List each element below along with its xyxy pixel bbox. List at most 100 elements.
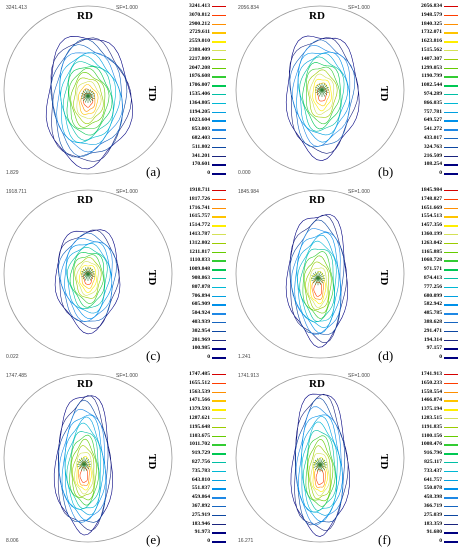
contour-line bbox=[294, 397, 346, 526]
legend-value: 1748.827 bbox=[421, 195, 442, 202]
legend-value: 1457.356 bbox=[421, 222, 442, 229]
legend-value: 1263.042 bbox=[421, 239, 442, 246]
td-axis-label: TD bbox=[378, 454, 390, 470]
legend-row: 1651.669 bbox=[410, 204, 458, 213]
legend-swatch bbox=[212, 514, 226, 517]
legend-value: 551.837 bbox=[191, 485, 210, 492]
contour-line bbox=[311, 276, 324, 300]
legend-swatch bbox=[444, 138, 458, 140]
panel-label: (d) bbox=[378, 348, 394, 363]
legend-row: 2217.809 bbox=[178, 55, 226, 64]
legend-value: 1407.307 bbox=[421, 55, 442, 62]
legend-swatch bbox=[444, 6, 458, 8]
min-intensity-text: 0.022 bbox=[6, 354, 19, 360]
legend-swatch bbox=[212, 304, 226, 306]
min-intensity-text: 0.000 bbox=[238, 170, 251, 176]
legend-value: 1360.199 bbox=[421, 231, 442, 237]
contour-line bbox=[307, 69, 338, 118]
contour-line bbox=[69, 251, 105, 308]
legend-value: 1563.539 bbox=[189, 388, 210, 395]
legend-row: 504.924 bbox=[178, 309, 226, 318]
legend-row: 1748.827 bbox=[410, 195, 458, 204]
legend-row: 2729.611 bbox=[178, 28, 226, 37]
legend-value: 0 bbox=[439, 170, 442, 177]
contour-line bbox=[60, 237, 113, 322]
legend-row: 1263.042 bbox=[410, 239, 458, 248]
rd-axis-label: RD bbox=[309, 378, 325, 390]
legend-row: 908.863 bbox=[178, 274, 226, 283]
legend-value: 680.099 bbox=[423, 292, 442, 299]
legend-swatch bbox=[444, 339, 458, 341]
legend-swatch bbox=[212, 462, 226, 464]
contour-line bbox=[52, 44, 123, 157]
legend-row: 275.039 bbox=[410, 511, 458, 520]
legend-row: 91.680 bbox=[410, 528, 458, 537]
max-intensity-marker bbox=[81, 271, 95, 277]
contour-line bbox=[66, 431, 101, 509]
legend-row: 1375.194 bbox=[410, 405, 458, 414]
legend-swatch bbox=[212, 164, 226, 166]
max-intensity-text: 1741.913 bbox=[238, 373, 259, 379]
legend-swatch bbox=[212, 286, 226, 289]
intensity-legend: 1918.711 1817.726 1716.741 1615.757 1514.772… bbox=[178, 186, 226, 362]
contour-line bbox=[81, 267, 95, 289]
max-intensity-text: 2056.834 bbox=[238, 5, 259, 11]
legend-swatch bbox=[444, 85, 458, 87]
legend-row: 1407.307 bbox=[410, 55, 458, 64]
legend-row: 1876.608 bbox=[178, 72, 226, 81]
legend-value: 2217.809 bbox=[189, 55, 210, 62]
legend-row: 1110.833 bbox=[178, 256, 226, 265]
legend-value: 1191.835 bbox=[421, 423, 442, 430]
legend-row: 974.289 bbox=[410, 90, 458, 99]
legend-swatch bbox=[444, 523, 458, 525]
legend-value: 0 bbox=[439, 354, 442, 361]
legend-swatch bbox=[212, 120, 226, 122]
panel-label: (a) bbox=[146, 164, 161, 179]
max-intensity-text: 1918.711 bbox=[6, 189, 27, 195]
legend-row: 108.254 bbox=[410, 160, 458, 169]
legend-swatch bbox=[444, 155, 458, 157]
legend-swatch bbox=[444, 313, 458, 315]
legend-row: 874.413 bbox=[410, 274, 458, 283]
legend-row: 1023.604 bbox=[178, 116, 226, 125]
contour-line bbox=[312, 78, 332, 112]
legend-value: 1876.608 bbox=[189, 73, 210, 80]
legend-swatch bbox=[212, 479, 226, 481]
rd-axis-label: RD bbox=[309, 194, 325, 206]
contour-line bbox=[285, 214, 348, 348]
legend-swatch bbox=[212, 453, 226, 455]
legend-value: 2388.409 bbox=[189, 47, 210, 53]
contour-line bbox=[289, 219, 345, 335]
contour-line bbox=[50, 37, 132, 162]
pole-figure-plot bbox=[235, 189, 405, 359]
legend-row: 1195.648 bbox=[178, 423, 226, 432]
legend-swatch bbox=[444, 251, 458, 253]
contour-line bbox=[312, 457, 328, 492]
legend-row: 183.946 bbox=[178, 520, 226, 529]
legend-value: 302.954 bbox=[191, 327, 210, 334]
legend-value: 853.003 bbox=[191, 126, 210, 133]
legend-swatch bbox=[444, 50, 458, 52]
max-intensity-marker bbox=[77, 461, 91, 468]
legend-swatch bbox=[444, 94, 458, 96]
legend-swatch bbox=[212, 313, 226, 315]
projection-circle bbox=[235, 189, 405, 359]
legend-value: 2559.010 bbox=[189, 38, 210, 45]
legend-value: 1514.772 bbox=[189, 222, 210, 229]
pole-figure-plot bbox=[235, 373, 405, 543]
legend-value: 1650.233 bbox=[421, 379, 442, 386]
legend-value: 1554.513 bbox=[421, 213, 442, 220]
legend-value: 1948.579 bbox=[421, 11, 442, 18]
legend-swatch bbox=[444, 58, 458, 61]
max-intensity-marker bbox=[311, 275, 325, 282]
legend-row: 1840.325 bbox=[410, 20, 458, 29]
projection-circle bbox=[235, 5, 405, 175]
legend-swatch bbox=[444, 532, 458, 534]
legend-value: 706.894 bbox=[191, 292, 210, 299]
rd-axis-label: RD bbox=[309, 10, 325, 22]
legend-swatch bbox=[444, 269, 458, 271]
legend-row: 1466.874 bbox=[410, 396, 458, 405]
legend-value: 1413.787 bbox=[189, 231, 210, 237]
contour-line bbox=[290, 393, 350, 537]
rd-axis-label: RD bbox=[77, 194, 93, 206]
